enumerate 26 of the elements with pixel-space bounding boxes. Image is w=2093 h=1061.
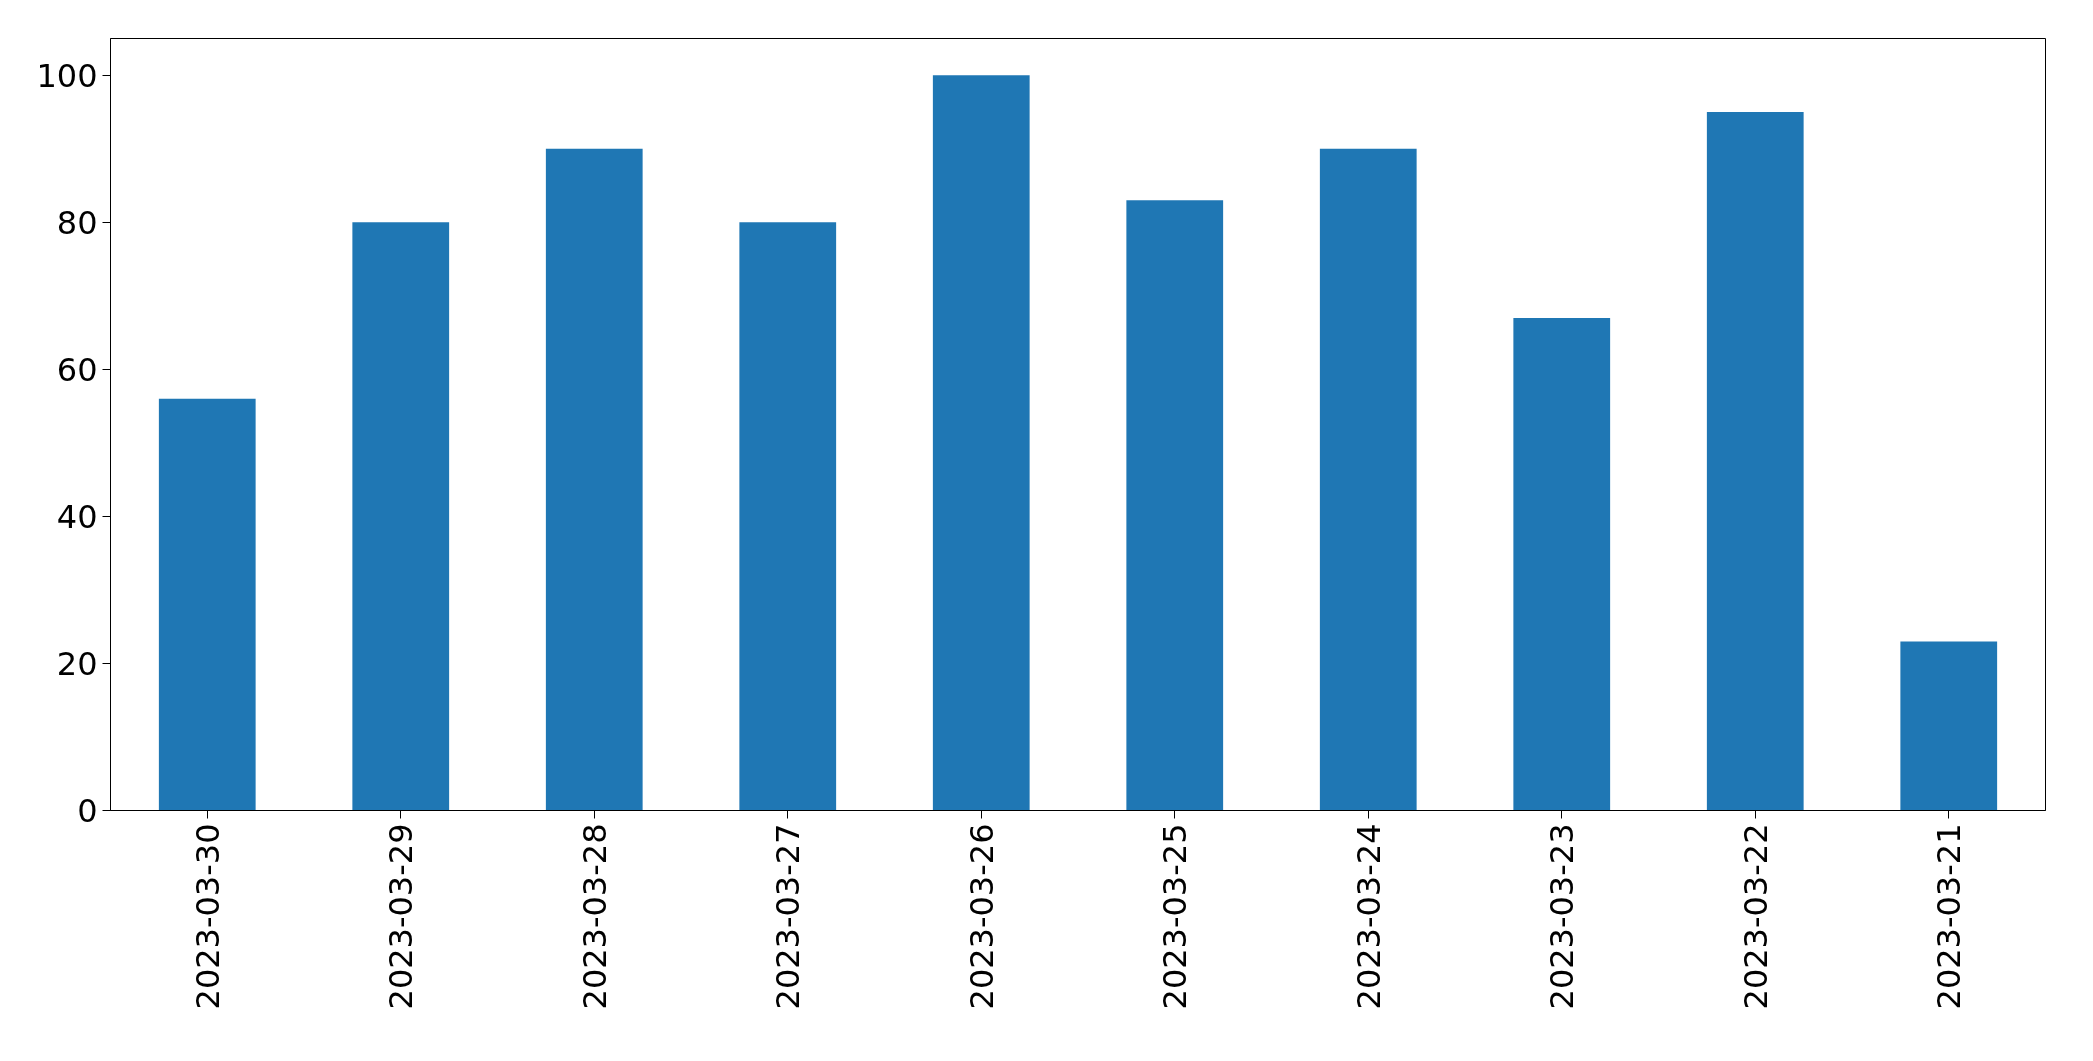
bar — [1319, 148, 1417, 811]
y-tick-label: 80 — [56, 203, 98, 242]
bar — [932, 75, 1030, 811]
y-tick-label: 0 — [77, 792, 98, 830]
x-tick-label: 2023-03-30 — [188, 823, 227, 1010]
bar — [352, 222, 450, 811]
bar — [1513, 317, 1611, 811]
x-tick-label: 2023-03-24 — [1349, 823, 1388, 1010]
x-tick-label: 2023-03-27 — [769, 823, 808, 1010]
bar — [739, 222, 837, 811]
y-tick-label: 60 — [56, 350, 98, 389]
bar — [1900, 641, 1998, 811]
x-tick-label: 2023-03-25 — [1156, 823, 1195, 1010]
x-tick-label: 2023-03-26 — [962, 823, 1001, 1010]
y-tick-label: 20 — [56, 644, 98, 683]
bar — [1126, 200, 1224, 811]
y-tick-label: 40 — [56, 497, 98, 536]
x-tick-label: 2023-03-28 — [575, 823, 614, 1010]
x-tick-label: 2023-03-22 — [1736, 823, 1775, 1010]
x-tick-label: 2023-03-21 — [1930, 823, 1969, 1010]
x-tick-label: 2023-03-23 — [1543, 823, 1582, 1010]
bar — [158, 398, 256, 811]
y-tick-label: 100 — [36, 56, 98, 95]
bar — [545, 148, 643, 811]
x-tick-label: 2023-03-29 — [382, 823, 421, 1010]
bar — [1706, 112, 1804, 811]
